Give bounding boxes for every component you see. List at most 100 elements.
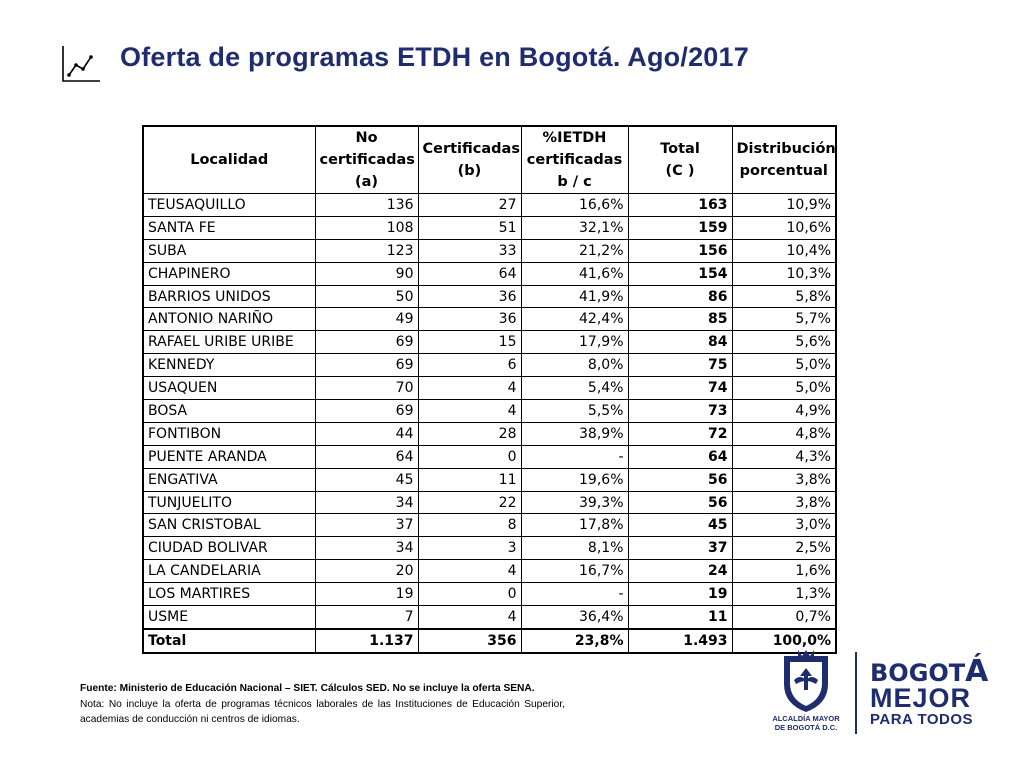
cell-value: 4 bbox=[417, 376, 522, 401]
cell-value: 136 bbox=[314, 193, 419, 217]
cell-localidad: ANTONIO NARIÑO bbox=[142, 307, 316, 332]
cell-value: 19 bbox=[627, 582, 733, 607]
cell-localidad: SAN CRISTOBAL bbox=[142, 513, 316, 538]
logo-divider bbox=[855, 652, 857, 734]
table-row: TEUSAQUILLO 136 27 16,6% 163 10,9% bbox=[142, 193, 837, 217]
cell-value: 10,4% bbox=[731, 238, 837, 263]
column-header-line: Certificadas bbox=[422, 141, 520, 157]
cell-localidad: USAQUEN bbox=[142, 376, 316, 401]
cell-value: 72 bbox=[627, 421, 733, 446]
cell-value: 8 bbox=[417, 513, 522, 538]
table-row: SAN CRISTOBAL 37 8 17,8% 45 3,0% bbox=[142, 513, 837, 538]
table-row: BARRIOS UNIDOS 50 36 41,9% 86 5,8% bbox=[142, 284, 837, 309]
cell-localidad: RAFAEL URIBE URIBE bbox=[142, 330, 316, 355]
cell-value: 17,9% bbox=[520, 330, 629, 355]
total-row: Total 1.137 356 23,8% 1.493 100,0% bbox=[142, 627, 837, 654]
cell-value: 41,9% bbox=[520, 284, 629, 309]
cell-value: 154 bbox=[627, 261, 733, 286]
cell-value: 1.137 bbox=[314, 627, 419, 654]
cell-value: 8,0% bbox=[520, 353, 629, 378]
table-row: PUENTE ARANDA 64 0-64 4,3% bbox=[142, 444, 837, 469]
column-header-line: Total bbox=[660, 141, 700, 157]
cell-value: 6 bbox=[417, 353, 522, 378]
column-header: Total (C ) bbox=[627, 125, 733, 194]
column-header-line: (C ) bbox=[665, 163, 695, 179]
cell-value: 19 bbox=[314, 582, 419, 607]
cell-value: - bbox=[520, 444, 629, 469]
column-header-line: No bbox=[355, 130, 378, 146]
cell-localidad: SANTA FE bbox=[142, 215, 316, 240]
cell-value: 86 bbox=[627, 284, 733, 309]
cell-value: 0 bbox=[417, 582, 522, 607]
table-row: CHAPINERO 90 64 41,6% 154 10,3% bbox=[142, 261, 837, 286]
cell-value: 51 bbox=[417, 215, 522, 240]
cell-localidad: LOS MARTIRES bbox=[142, 582, 316, 607]
alcaldia-line-2: DE BOGOTÁ D.C. bbox=[774, 723, 838, 732]
cell-value: 45 bbox=[627, 513, 733, 538]
table-row: ENGATIVA 45 11 19,6% 56 3,8% bbox=[142, 467, 837, 492]
cell-value: 1,3% bbox=[731, 582, 837, 607]
cell-value: 4,8% bbox=[731, 421, 837, 446]
table-row: FONTIBON 44 28 38,9% 72 4,8% bbox=[142, 421, 837, 446]
cell-value: 36 bbox=[417, 307, 522, 332]
cell-value: 23,8% bbox=[520, 627, 629, 654]
cell-value: 32,1% bbox=[520, 215, 629, 240]
table-row: LOS MARTIRES 19 0-19 1,3% bbox=[142, 582, 837, 607]
cell-localidad: USME bbox=[142, 605, 316, 630]
cell-value: 3,8% bbox=[731, 490, 837, 515]
column-header: Distribución porcentual bbox=[731, 125, 837, 194]
cell-value: 24 bbox=[627, 559, 733, 584]
cell-value: 159 bbox=[627, 215, 733, 240]
cell-value: 19,6% bbox=[520, 467, 629, 492]
table-row: TUNJUELITO 34 22 39,3% 56 3,8% bbox=[142, 490, 837, 515]
cell-value: 90 bbox=[314, 261, 419, 286]
column-header-line: porcentual bbox=[739, 163, 828, 179]
coat-of-arms-icon bbox=[784, 650, 828, 712]
cell-value: 16,7% bbox=[520, 559, 629, 584]
cell-value: 3,0% bbox=[731, 513, 837, 538]
cell-value: 1,6% bbox=[731, 559, 837, 584]
cell-value: 5,8% bbox=[731, 284, 837, 309]
cell-value: 8,1% bbox=[520, 536, 629, 561]
column-header: Localidad bbox=[142, 125, 316, 194]
cell-value: 10,6% bbox=[731, 215, 837, 240]
etdh-table: Localidad No certificadas (a) Certificadas (b… bbox=[142, 125, 837, 654]
mejor-wordmark: MEJOR bbox=[870, 683, 972, 713]
cell-localidad: SUBA bbox=[142, 238, 316, 263]
cell-value: 156 bbox=[627, 238, 733, 263]
cell-value: 75 bbox=[627, 353, 733, 378]
cell-value: 50 bbox=[314, 284, 419, 309]
cell-value: 22 bbox=[417, 490, 522, 515]
cell-value: 7 bbox=[314, 605, 419, 630]
table-row: KENNEDY 69 6 8,0% 75 5,0% bbox=[142, 353, 837, 378]
cell-value: 10,3% bbox=[731, 261, 837, 286]
table-row: RAFAEL URIBE URIBE 69 15 17,9% 84 5,6% bbox=[142, 330, 837, 355]
cell-value: 74 bbox=[627, 376, 733, 401]
cell-localidad: BARRIOS UNIDOS bbox=[142, 284, 316, 309]
cell-value: 2,5% bbox=[731, 536, 837, 561]
bogota-wordmark-accent: Á bbox=[965, 654, 989, 689]
cell-value: 5,0% bbox=[731, 376, 837, 401]
table-row: USME 7 4 36,4% 11 0,7% bbox=[142, 605, 837, 630]
table-row: SANTA FE 108 51 32,1% 159 10,6% bbox=[142, 215, 837, 240]
column-header-line: certificadas bbox=[526, 152, 623, 168]
cell-value: 5,0% bbox=[731, 353, 837, 378]
cell-localidad: PUENTE ARANDA bbox=[142, 444, 316, 469]
page-title: Oferta de programas ETDH en Bogotá. Ago/… bbox=[120, 42, 749, 72]
cell-value: 33 bbox=[417, 238, 522, 263]
cell-localidad: FONTIBON bbox=[142, 421, 316, 446]
cell-value: 1.493 bbox=[627, 627, 733, 654]
column-header-line: certificadas bbox=[319, 152, 415, 168]
cell-value: 100,0% bbox=[731, 627, 837, 654]
cell-value: 16,6% bbox=[520, 193, 629, 217]
cell-value: 41,6% bbox=[520, 261, 629, 286]
cell-value: 4 bbox=[417, 559, 522, 584]
cell-value: 49 bbox=[314, 307, 419, 332]
cell-value: 36 bbox=[417, 284, 522, 309]
table-row: USAQUEN 70 4 5,4% 74 5,0% bbox=[142, 376, 837, 401]
column-header-line: (b) bbox=[457, 163, 482, 179]
cell-value: 20 bbox=[314, 559, 419, 584]
cell-value: 69 bbox=[314, 330, 419, 355]
alcaldia-line-1: ALCALDÍA MAYOR bbox=[772, 714, 840, 723]
column-header: Certificadas (b) bbox=[417, 125, 522, 194]
